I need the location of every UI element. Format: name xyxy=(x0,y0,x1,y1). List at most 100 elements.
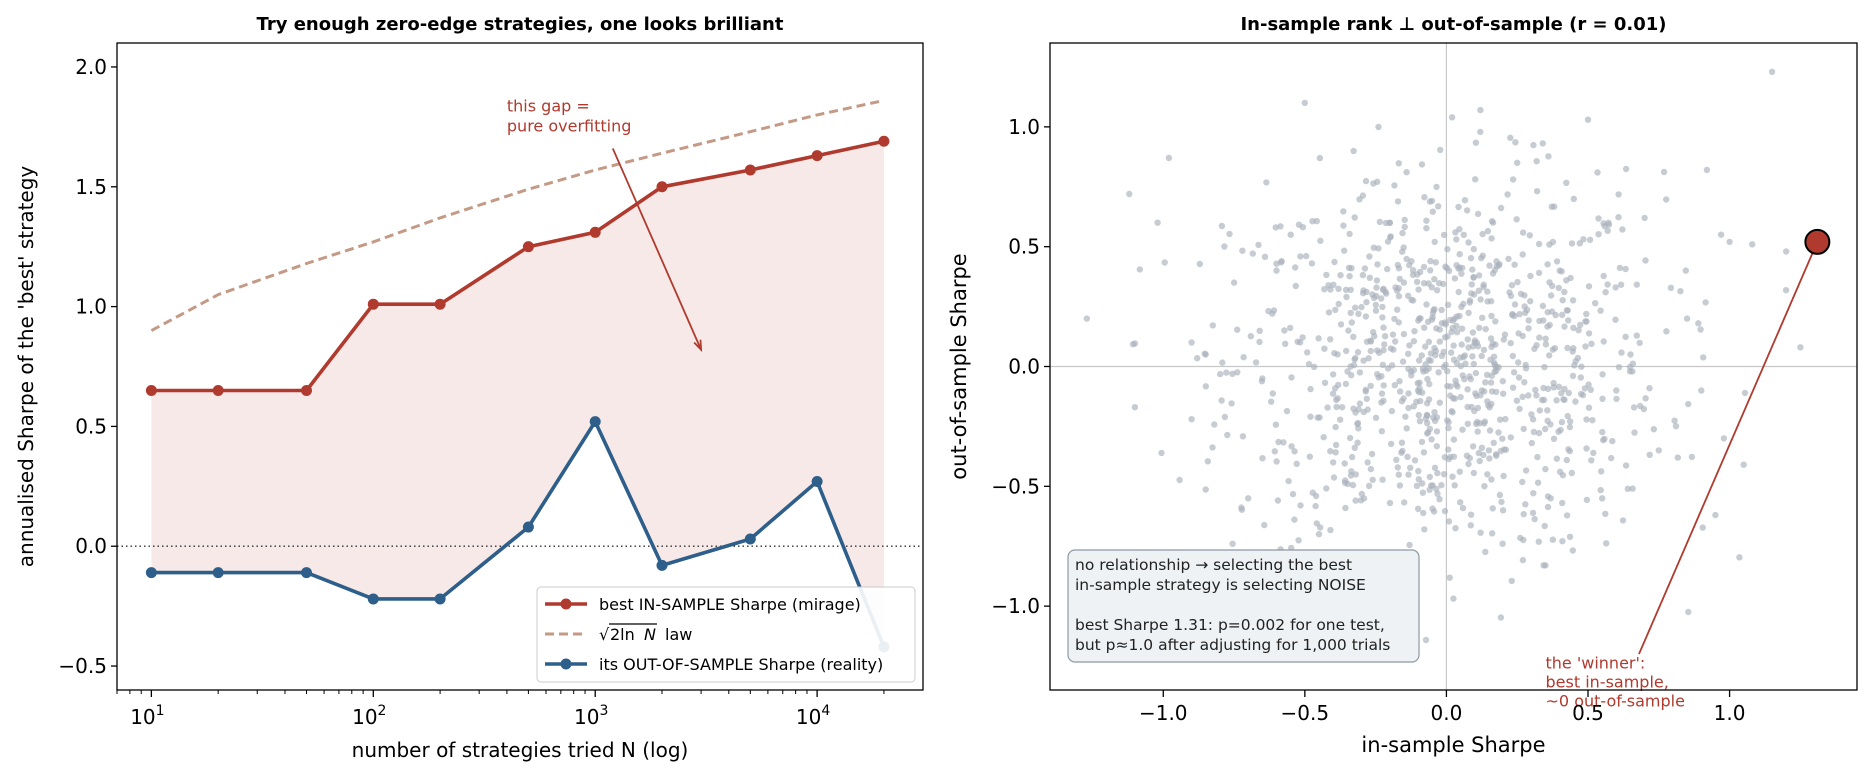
scatter-point xyxy=(1395,293,1403,300)
scatter-point xyxy=(1512,139,1519,146)
scatter-point xyxy=(1425,338,1433,345)
scatter-point xyxy=(1332,449,1339,456)
scatter-point xyxy=(1350,405,1357,412)
scatter-point xyxy=(1316,414,1323,421)
scatter-point xyxy=(1424,430,1431,437)
scatter-point xyxy=(1405,404,1412,412)
scatter-point xyxy=(1343,293,1350,301)
scatter-point xyxy=(1622,462,1630,469)
scatter-point xyxy=(1442,263,1449,270)
scatter-point xyxy=(1426,473,1434,481)
scatter-point xyxy=(1229,540,1236,547)
scatter-point xyxy=(1293,460,1300,467)
scatter-point xyxy=(1536,334,1543,341)
scatter-point xyxy=(1642,395,1649,402)
scatter-point xyxy=(1577,374,1585,381)
scatter-point xyxy=(1703,166,1711,174)
scatter-point xyxy=(1234,326,1241,333)
info-box-line: best Sharpe 1.31: p=0.002 for one test, xyxy=(1075,616,1385,634)
scatter-point xyxy=(1500,472,1507,480)
scatter-point xyxy=(1354,349,1362,356)
scatter-point xyxy=(1373,277,1381,284)
scatter-point xyxy=(1378,428,1386,435)
scatter-point xyxy=(1396,482,1404,489)
scatter-point xyxy=(1603,540,1610,547)
scatter-point xyxy=(1467,522,1475,529)
scatter-point xyxy=(1444,246,1451,253)
scatter-point xyxy=(1307,385,1314,393)
scatter-point xyxy=(1467,254,1475,262)
scatter-point xyxy=(1555,284,1563,292)
scatter-point xyxy=(1381,333,1389,340)
scatter-point xyxy=(1303,252,1310,260)
scatter-point xyxy=(1475,449,1483,457)
tick-exponent: 1 xyxy=(156,703,165,719)
scatter-point xyxy=(1440,280,1447,288)
scatter-point xyxy=(1595,231,1602,238)
scatter-point xyxy=(1457,499,1464,506)
scatter-point xyxy=(1259,455,1266,462)
info-box-line: in-sample strategy is selecting NOISE xyxy=(1075,576,1366,594)
scatter-point xyxy=(1556,468,1564,475)
scatter-point xyxy=(1487,335,1495,342)
scatter-point xyxy=(1342,286,1350,293)
in-sample-point xyxy=(300,384,312,396)
scatter-point xyxy=(1461,197,1469,204)
scatter-point xyxy=(1671,417,1678,424)
scatter-point xyxy=(1564,344,1571,352)
scatter-point xyxy=(1455,288,1462,296)
scatter-point xyxy=(1453,329,1461,336)
scatter-point xyxy=(1347,286,1354,293)
scatter-point xyxy=(1346,434,1354,442)
out-of-sample-point xyxy=(744,533,756,545)
scatter-point xyxy=(1309,489,1317,496)
scatter-point xyxy=(1529,509,1537,517)
scatter-point xyxy=(1426,380,1433,388)
scatter-point xyxy=(1433,183,1440,191)
scatter-point xyxy=(1399,447,1406,455)
scatter-point xyxy=(1530,490,1537,497)
scatter-point xyxy=(1522,467,1530,474)
scatter-point xyxy=(1477,106,1484,114)
scatter-point xyxy=(1622,265,1629,273)
scatter-point xyxy=(1255,241,1262,249)
scatter-point xyxy=(1473,339,1481,346)
scatter-point xyxy=(1570,195,1578,202)
scatter-point xyxy=(1587,386,1595,393)
scatter-point xyxy=(1467,511,1475,518)
scatter-point xyxy=(1430,508,1438,515)
scatter-point xyxy=(1321,286,1328,293)
scatter-point xyxy=(1366,274,1374,281)
scatter-point xyxy=(1288,443,1295,450)
scatter-point xyxy=(1474,404,1482,412)
scatter-point xyxy=(1261,521,1268,529)
tick-exponent: 3 xyxy=(599,703,608,719)
in-sample-point xyxy=(522,241,534,253)
scatter-point xyxy=(1567,274,1574,282)
scatter-point xyxy=(1553,258,1561,265)
scatter-point xyxy=(1209,444,1216,451)
scatter-point xyxy=(1399,358,1407,365)
scatter-point xyxy=(1477,529,1484,536)
legend-out-of-sample-label: its OUT-OF-SAMPLE Sharpe (reality) xyxy=(599,655,883,674)
scatter-point xyxy=(1544,309,1551,316)
scatter-point xyxy=(1403,425,1410,432)
scatter-point xyxy=(1458,325,1466,332)
scatter-point xyxy=(1334,351,1341,358)
scatter-point xyxy=(1230,279,1238,286)
scatter-point xyxy=(1559,311,1566,318)
left-legend-box xyxy=(536,586,916,683)
scatter-point xyxy=(1682,267,1690,274)
scatter-point xyxy=(1492,318,1499,325)
scatter-point xyxy=(1346,273,1353,280)
scatter-point xyxy=(1510,369,1518,376)
scatter-point xyxy=(1337,272,1344,279)
scatter-point xyxy=(1413,278,1421,286)
scatter-point xyxy=(1445,424,1452,432)
scatter-point xyxy=(1575,327,1582,334)
scatter-point xyxy=(1477,128,1484,136)
scatter-point xyxy=(1580,236,1587,243)
scatter-point xyxy=(1459,504,1467,512)
scatter-point xyxy=(1455,265,1462,272)
scatter-point xyxy=(1256,327,1263,334)
